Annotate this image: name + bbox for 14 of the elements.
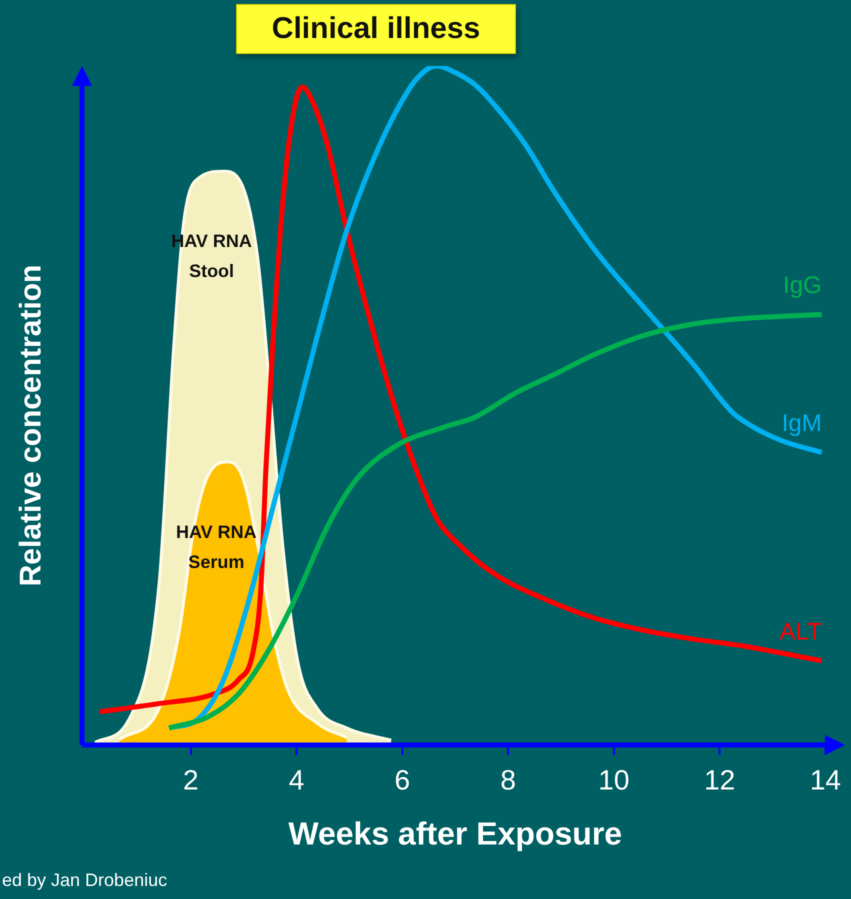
x-tick-label: 4 <box>288 764 304 796</box>
series-label: IgG <box>783 272 822 300</box>
x-tick-label: 10 <box>598 764 630 796</box>
x-tick-label: 14 <box>810 764 842 796</box>
text: ed by Jan Drobeniuc <box>2 870 168 891</box>
x-tick-label: 8 <box>500 764 516 796</box>
x-tick-label: 6 <box>394 764 410 796</box>
series-label: IgM <box>782 410 822 437</box>
series-label: ALT <box>779 618 822 646</box>
chart-title: Clinical illness <box>236 4 516 54</box>
x-tick-label: 2 <box>182 764 199 796</box>
x-tick-label: 12 <box>704 764 736 796</box>
x-axis-title: Weeks after Exposure <box>288 816 622 852</box>
y-axis-title: Relative concentration <box>14 264 48 586</box>
